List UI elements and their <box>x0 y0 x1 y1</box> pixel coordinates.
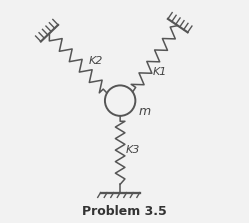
Text: K2: K2 <box>89 56 104 66</box>
Text: K1: K1 <box>153 67 167 77</box>
Text: m: m <box>139 105 151 118</box>
Text: Problem 3.5: Problem 3.5 <box>82 205 167 218</box>
Text: K3: K3 <box>125 145 140 155</box>
